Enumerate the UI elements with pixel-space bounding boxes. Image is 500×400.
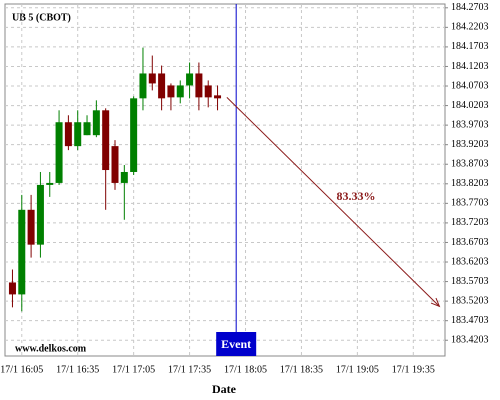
candle-body	[46, 182, 54, 185]
y-tick-label: 184.0703	[451, 80, 489, 91]
x-tick-label: 17/1 19:35	[392, 364, 435, 375]
x-tick-label: 17/1 18:05	[224, 364, 267, 375]
candle-body	[204, 85, 212, 98]
x-tick-label: 17/1 19:05	[336, 364, 379, 375]
y-tick-label: 183.5703	[451, 276, 489, 287]
candle-body	[195, 73, 203, 98]
y-tick-label: 183.9203	[451, 139, 489, 150]
y-tick-label: 183.8703	[451, 159, 489, 170]
y-tick-label: 183.9703	[451, 119, 489, 130]
y-tick-label: 183.6703	[451, 237, 489, 248]
forecast-label: 83.33%	[337, 189, 376, 203]
x-tick-label: 17/1 17:35	[168, 364, 211, 375]
candle-body	[158, 73, 166, 99]
candle-body	[120, 171, 128, 183]
x-tick-label: 17/1 16:05	[0, 364, 43, 375]
candle-body	[167, 85, 175, 98]
candle-body	[92, 110, 100, 136]
x-tick-label: 17/1 18:35	[280, 364, 323, 375]
y-tick-label: 183.6203	[451, 256, 489, 267]
candle-body	[130, 98, 138, 172]
x-axis-label: Date	[212, 382, 237, 396]
candle-body	[83, 122, 91, 136]
y-tick-label: 183.8203	[451, 178, 489, 189]
y-tick-label: 184.1703	[451, 41, 489, 52]
candle-body	[214, 95, 222, 99]
chart-title: UB 5 (CBOT)	[12, 12, 71, 23]
event-box	[216, 332, 257, 356]
candle-body	[8, 282, 16, 295]
y-tick-label: 183.7703	[451, 198, 489, 209]
candle-body	[55, 122, 63, 183]
x-tick-label: 17/1 16:35	[56, 364, 99, 375]
forecast-arrowhead	[430, 297, 441, 308]
candle-body	[148, 73, 156, 84]
y-tick-label: 183.4203	[451, 335, 489, 346]
y-tick-label: 184.0203	[451, 100, 489, 111]
candle-body	[102, 110, 110, 171]
event-label: Event	[221, 337, 251, 351]
y-tick-label: 184.1203	[451, 61, 489, 72]
y-tick-label: 184.2703	[451, 2, 489, 13]
candle-body	[18, 209, 26, 295]
candle-body	[186, 73, 194, 86]
y-tick-label: 184.2203	[451, 22, 489, 33]
candle-body	[64, 122, 72, 147]
candle-body	[139, 73, 147, 99]
y-tick-label: 183.4703	[451, 315, 489, 326]
candle-body	[36, 184, 44, 245]
candle-body	[111, 146, 119, 183]
candle-body	[27, 209, 35, 245]
watermark: www.delkos.com	[15, 343, 87, 354]
x-tick-label: 17/1 17:05	[112, 364, 155, 375]
candle-body	[74, 122, 82, 147]
y-tick-label: 183.7203	[451, 217, 489, 228]
plot-area	[4, 3, 446, 357]
candle-body	[176, 85, 184, 98]
y-tick-label: 183.5203	[451, 295, 489, 306]
forecast-arrow	[226, 97, 440, 307]
